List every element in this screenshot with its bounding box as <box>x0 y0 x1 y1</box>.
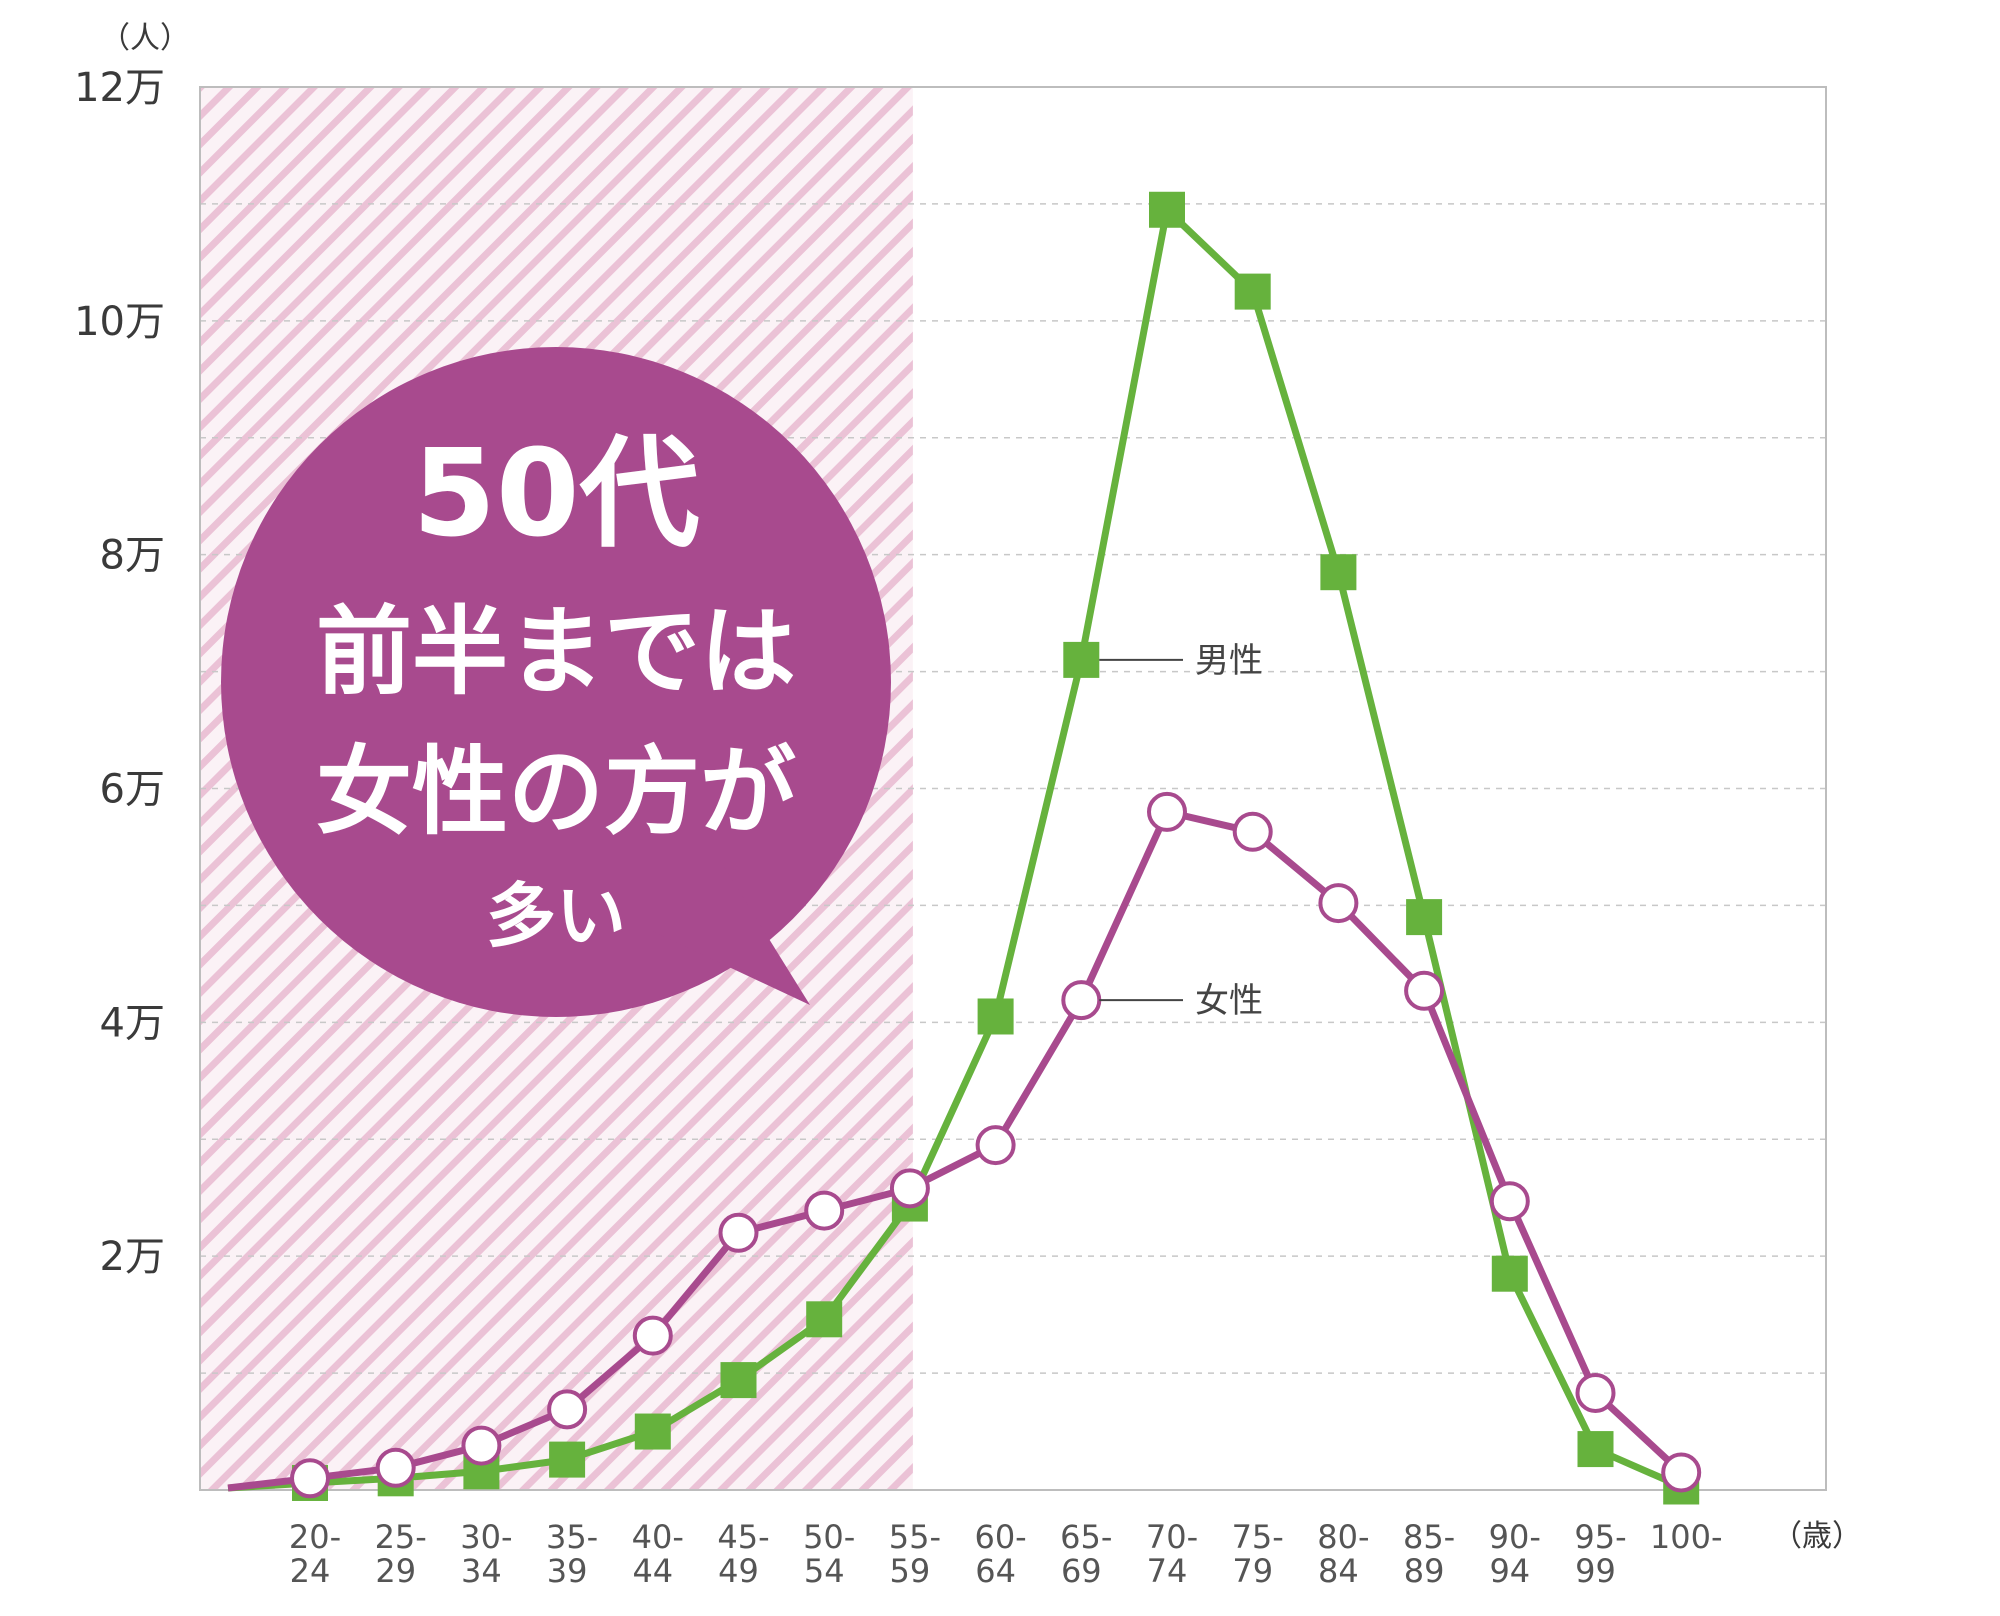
data-point <box>1318 883 1359 924</box>
x-tick-label-top: 75- <box>1232 1518 1284 1556</box>
x-tick-label-bottom: 84 <box>1318 1552 1359 1590</box>
y-tick-label: 10万 <box>74 299 165 345</box>
data-point <box>375 1447 416 1488</box>
data-point <box>632 1315 673 1356</box>
x-tick-label-bottom: 29 <box>375 1552 416 1590</box>
x-tick-label-top: 85- <box>1403 1518 1455 1556</box>
data-point <box>1061 980 1102 1021</box>
y-axis-unit-label: （人） <box>100 21 190 56</box>
x-tick-label-bottom: 99 <box>1575 1552 1616 1590</box>
data-point <box>720 1362 757 1399</box>
y-tick-label: 4万 <box>100 1000 165 1046</box>
data-point <box>547 1389 588 1430</box>
data-point <box>549 1441 586 1478</box>
callout-line-4: 多い <box>486 875 626 957</box>
x-tick-label-bottom: 39 <box>547 1552 588 1590</box>
data-point <box>806 1301 843 1338</box>
x-tick-label-top: 95- <box>1574 1518 1626 1556</box>
x-tick-label-bottom: 69 <box>1061 1552 1102 1590</box>
data-point <box>1404 970 1445 1011</box>
x-tick-label-bottom: 94 <box>1489 1552 1530 1590</box>
data-point <box>1320 554 1357 591</box>
x-tick-label-bottom: 59 <box>890 1552 931 1590</box>
x-tick-label-top: 55- <box>889 1518 941 1556</box>
data-point <box>634 1413 671 1450</box>
data-point <box>1489 1181 1530 1222</box>
male-series-label: 男性 <box>1195 641 1263 681</box>
x-tick-label-top: 65- <box>1060 1518 1112 1556</box>
data-point <box>1149 191 1185 228</box>
female-series-label: 女性 <box>1195 981 1263 1021</box>
data-point <box>1232 811 1273 852</box>
callout-bubble: 50代 前半までは 女性の方が 多い <box>221 347 891 1017</box>
data-point <box>1147 791 1187 832</box>
y-tick-label: 6万 <box>100 767 165 813</box>
x-tick-label-top: 30- <box>460 1518 512 1556</box>
x-tick-label-top: 80- <box>1317 1518 1369 1556</box>
x-tick-label-bottom: 89 <box>1404 1552 1445 1590</box>
plot-frame <box>199 86 1827 1491</box>
data-point <box>1577 1431 1614 1468</box>
data-point <box>718 1212 759 1253</box>
x-tick-label-bottom: 34 <box>461 1552 502 1590</box>
data-point <box>1406 899 1443 936</box>
data-point <box>975 1125 1016 1166</box>
callout-tail <box>650 860 810 1005</box>
data-point <box>290 1458 330 1499</box>
callout-circle <box>221 347 891 1017</box>
x-axis-unit-label: （歳） <box>1772 1519 1862 1554</box>
x-tick-label-bottom: 79 <box>1232 1552 1273 1590</box>
y-tick-label: 12万 <box>74 65 165 111</box>
x-tick-label-top: 50- <box>803 1518 855 1556</box>
data-point <box>977 998 1014 1035</box>
callout-line-3: 女性の方が <box>316 736 796 848</box>
callout-line-1: 50代 <box>413 425 700 564</box>
data-point <box>1234 273 1271 310</box>
x-tick-label-bottom: 44 <box>632 1552 673 1590</box>
data-point <box>1063 641 1100 678</box>
x-tick-label-top: 45- <box>717 1518 769 1556</box>
x-tick-label-top: 70- <box>1146 1518 1198 1556</box>
x-tick-label-top: 90- <box>1489 1518 1541 1556</box>
x-tick-label-bottom: 24 <box>290 1552 331 1590</box>
x-tick-label-bottom: 74 <box>1147 1552 1188 1590</box>
data-point <box>804 1190 845 1231</box>
x-tick-label-top: 60- <box>974 1518 1026 1556</box>
x-tick-label-bottom: 64 <box>975 1552 1016 1590</box>
data-point <box>1491 1255 1528 1292</box>
series-female <box>227 791 1702 1499</box>
data-point <box>889 1168 930 1209</box>
x-tick-label-top: 25- <box>375 1518 427 1556</box>
x-axis-ticks: 20-24 25-29 30-34 35-39 40-44 45-49 50-54 55-59… <box>289 1518 1723 1590</box>
x-tick-label-top: 20- <box>289 1518 341 1556</box>
x-tick-label-top: 40- <box>632 1518 684 1556</box>
y-tick-label: 8万 <box>100 533 165 579</box>
y-axis-ticks: 2万 4万 6万 8万 10万 12万 <box>74 65 165 1280</box>
callout-line-2: 前半までは <box>316 596 796 708</box>
x-tick-label-bottom: 54 <box>804 1552 845 1590</box>
y-tick-label: 2万 <box>100 1234 165 1280</box>
x-tick-label-top: 100- <box>1650 1518 1723 1556</box>
data-point <box>1575 1372 1616 1413</box>
data-point <box>1661 1452 1702 1493</box>
x-tick-label-top: 35- <box>546 1518 598 1556</box>
x-tick-label-bottom: 49 <box>718 1552 759 1590</box>
data-point <box>461 1425 502 1466</box>
